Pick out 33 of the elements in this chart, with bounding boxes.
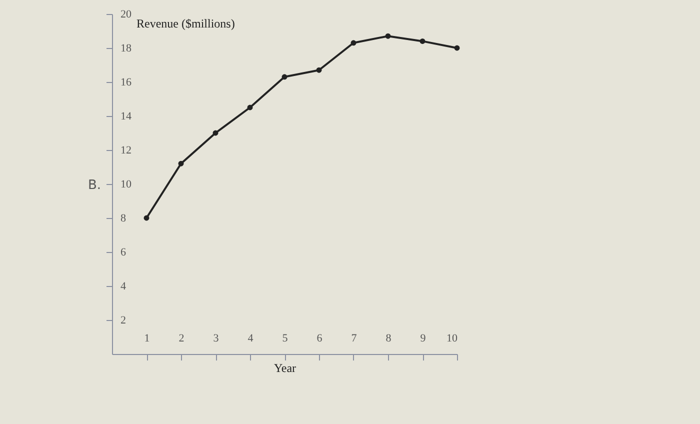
point	[144, 215, 150, 221]
point	[420, 38, 426, 44]
x-tick-label: 8	[386, 332, 392, 344]
x-axis-title: Year	[274, 361, 296, 375]
x-tick-label: 3	[213, 332, 220, 344]
point	[282, 74, 288, 80]
y-tick-label: 16	[120, 76, 132, 88]
y-axis-title: Revenue ($millions)	[136, 16, 235, 30]
y-tick-label: 8	[120, 212, 126, 224]
point	[350, 40, 356, 46]
x-tick-label: 2	[178, 332, 184, 344]
y-tick-label: 2	[120, 314, 126, 326]
point	[178, 160, 184, 166]
y-tick-label: 20	[120, 8, 132, 20]
point	[247, 104, 253, 110]
y-tick-label: 6	[120, 246, 126, 258]
x-tick-label: 5	[282, 332, 288, 344]
x-tick-label: 4	[248, 332, 254, 344]
y-tick-label: 18	[120, 42, 132, 54]
y-tick-label: 4	[120, 280, 126, 292]
point	[454, 45, 460, 51]
point	[385, 33, 391, 39]
x-tick-label: 10	[446, 332, 458, 344]
x-tick-label: 7	[351, 332, 358, 344]
y-tick-label: 14	[120, 110, 132, 122]
x-tick-label: 1	[144, 332, 150, 344]
y-tick-label: 10	[120, 178, 132, 190]
point	[212, 130, 218, 136]
x-tick-label: 9	[420, 332, 426, 344]
text: B.	[88, 178, 102, 193]
y-tick-label: 12	[120, 144, 132, 156]
point	[316, 67, 322, 73]
x-tick-label: 6	[316, 332, 323, 344]
